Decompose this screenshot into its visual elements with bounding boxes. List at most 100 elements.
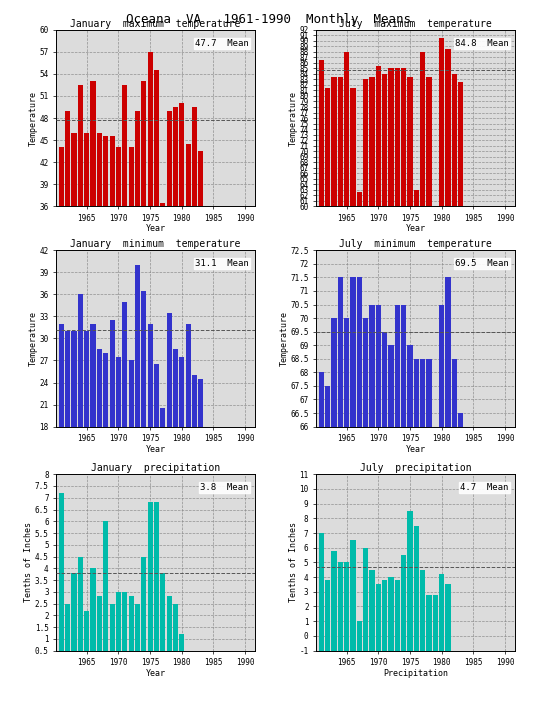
Bar bbox=[439, 38, 444, 206]
Bar bbox=[103, 353, 108, 427]
Bar bbox=[71, 331, 77, 427]
Bar bbox=[160, 573, 165, 651]
Bar bbox=[427, 359, 431, 427]
Bar bbox=[116, 592, 121, 651]
Bar bbox=[160, 408, 165, 427]
Bar bbox=[458, 82, 463, 206]
Bar bbox=[389, 577, 393, 651]
Bar bbox=[401, 555, 406, 651]
Title: July  precipitation: July precipitation bbox=[360, 464, 471, 474]
Bar bbox=[167, 313, 172, 427]
Bar bbox=[452, 74, 457, 206]
Bar bbox=[458, 413, 463, 427]
Bar bbox=[407, 511, 413, 651]
Y-axis label: Tenths of Inches: Tenths of Inches bbox=[24, 523, 33, 602]
Bar bbox=[395, 580, 400, 651]
Bar bbox=[344, 52, 349, 206]
Bar bbox=[116, 147, 121, 206]
Y-axis label: Temperature: Temperature bbox=[289, 90, 298, 146]
Bar bbox=[185, 324, 191, 427]
Bar bbox=[65, 111, 70, 206]
Bar bbox=[59, 493, 64, 651]
Bar bbox=[103, 521, 108, 651]
Bar bbox=[173, 350, 178, 427]
Bar bbox=[382, 580, 387, 651]
Bar bbox=[65, 331, 70, 427]
Bar bbox=[84, 331, 89, 427]
Bar bbox=[351, 540, 355, 651]
Bar bbox=[103, 137, 108, 206]
Title: January  precipitation: January precipitation bbox=[91, 464, 220, 474]
Bar bbox=[135, 265, 140, 427]
Bar bbox=[154, 70, 159, 206]
Bar bbox=[179, 634, 184, 651]
Bar bbox=[319, 373, 324, 427]
Bar bbox=[59, 147, 64, 206]
Bar bbox=[357, 621, 362, 651]
Bar bbox=[192, 107, 197, 206]
Bar bbox=[173, 604, 178, 651]
Bar bbox=[198, 151, 203, 206]
Y-axis label: Temperature: Temperature bbox=[280, 311, 289, 366]
Bar bbox=[439, 574, 444, 651]
Bar bbox=[160, 203, 165, 206]
Bar bbox=[445, 584, 451, 651]
Bar bbox=[401, 68, 406, 206]
Bar bbox=[363, 547, 368, 651]
Bar bbox=[338, 562, 343, 651]
Bar bbox=[122, 301, 127, 427]
Bar bbox=[439, 304, 444, 427]
Bar bbox=[167, 597, 172, 651]
Bar bbox=[71, 133, 77, 206]
Bar bbox=[97, 597, 102, 651]
Bar bbox=[407, 346, 413, 427]
Bar bbox=[109, 320, 115, 427]
Bar bbox=[91, 324, 95, 427]
Bar bbox=[338, 77, 343, 206]
Bar bbox=[147, 503, 153, 651]
Y-axis label: Tenths of Inches: Tenths of Inches bbox=[289, 523, 298, 602]
Bar bbox=[331, 550, 337, 651]
Bar bbox=[147, 324, 153, 427]
Bar bbox=[91, 568, 95, 651]
Bar bbox=[401, 304, 406, 427]
Bar bbox=[382, 74, 387, 206]
Bar bbox=[351, 87, 355, 206]
Bar bbox=[427, 77, 431, 206]
Bar bbox=[154, 364, 159, 427]
Bar bbox=[173, 107, 178, 206]
Bar bbox=[198, 379, 203, 427]
X-axis label: Precipitation: Precipitation bbox=[383, 668, 448, 678]
Bar bbox=[369, 77, 375, 206]
Bar bbox=[135, 111, 140, 206]
Bar bbox=[129, 147, 133, 206]
Title: July  maximum  temperature: July maximum temperature bbox=[339, 19, 492, 29]
Bar bbox=[445, 49, 451, 206]
Title: July  minimum  temperature: July minimum temperature bbox=[339, 240, 492, 250]
Title: January  maximum  temperature: January maximum temperature bbox=[70, 19, 241, 29]
X-axis label: Year: Year bbox=[405, 224, 426, 233]
Bar bbox=[407, 77, 413, 206]
Bar bbox=[179, 103, 184, 206]
Bar bbox=[65, 604, 70, 651]
Bar bbox=[84, 611, 89, 651]
Bar bbox=[344, 562, 349, 651]
X-axis label: Year: Year bbox=[145, 668, 166, 678]
Bar bbox=[78, 557, 83, 651]
Bar bbox=[122, 592, 127, 651]
Bar bbox=[357, 193, 362, 206]
Bar bbox=[369, 570, 375, 651]
Bar bbox=[84, 133, 89, 206]
Bar bbox=[147, 52, 153, 206]
Bar bbox=[376, 304, 381, 427]
Text: 3.8  Mean: 3.8 Mean bbox=[200, 483, 249, 492]
Bar bbox=[154, 503, 159, 651]
Bar bbox=[376, 65, 381, 206]
Bar bbox=[433, 594, 438, 651]
Bar bbox=[109, 137, 115, 206]
Bar bbox=[414, 525, 419, 651]
Bar bbox=[109, 604, 115, 651]
Bar bbox=[179, 357, 184, 427]
Bar bbox=[71, 573, 77, 651]
Text: 69.5  Mean: 69.5 Mean bbox=[455, 259, 509, 268]
